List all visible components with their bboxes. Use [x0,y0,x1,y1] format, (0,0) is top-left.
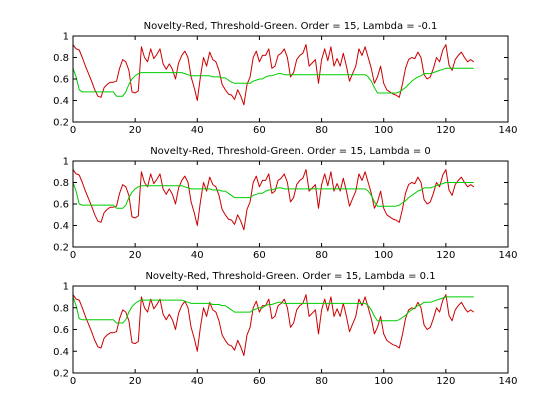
y-tick-label: 1 [63,32,69,43]
x-tick-label: 40 [191,125,204,136]
x-tick-label: 100 [374,376,393,387]
y-tick-label: 0.2 [53,118,69,129]
x-tick-label: 120 [436,376,455,387]
series-group [73,169,475,231]
x-tick-label: 80 [315,250,328,261]
x-tick-label: 60 [253,250,266,261]
series-group [73,44,475,106]
y-tick-label: 0.4 [53,221,69,232]
x-tick-label: 0 [70,250,76,261]
x-tick-label: 100 [374,250,393,261]
y-tick-label: 0.8 [53,53,69,64]
y-tick-label: 0.8 [53,303,69,314]
series-line-1 [73,169,475,231]
x-tick-label: 20 [129,125,142,136]
y-tick-label: 0.6 [53,325,69,336]
y-tick-label: 0.2 [53,243,69,254]
x-tick-label: 80 [315,376,328,387]
x-tick-label: 100 [374,125,393,136]
subplot-1: Novelty-Red, Threshold-Green. Order = 15… [53,21,517,136]
series-line-2 [73,182,474,209]
y-tick-label: 0.6 [53,200,69,211]
x-tick-label: 40 [191,376,204,387]
x-tick-label: 0 [70,125,76,136]
y-tick-label: 0.4 [53,96,69,107]
chart-title: Novelty-Red, Threshold-Green. Order = 15… [150,146,431,157]
subplot-2: Novelty-Red, Threshold-Green. Order = 15… [53,146,517,261]
chart-title: Novelty-Red, Threshold-Green. Order = 15… [145,271,435,282]
x-tick-label: 60 [253,125,266,136]
x-tick-label: 40 [191,250,204,261]
chart-title: Novelty-Red, Threshold-Green. Order = 15… [144,21,438,32]
y-tick-label: 0.4 [53,347,69,358]
x-tick-label: 140 [498,125,517,136]
y-tick-label: 1 [63,157,69,168]
x-tick-label: 60 [253,376,266,387]
subplot-3: Novelty-Red, Threshold-Green. Order = 15… [53,271,517,387]
y-tick-label: 0.6 [53,75,69,86]
panels: Novelty-Red, Threshold-Green. Order = 15… [53,21,517,387]
x-tick-label: 140 [498,250,517,261]
y-tick-label: 0.8 [53,178,69,189]
x-tick-label: 0 [70,376,76,387]
series-line-2 [73,296,474,324]
y-tick-label: 0.2 [53,369,69,380]
series-line-2 [73,67,474,97]
y-tick-label: 1 [63,282,69,293]
x-tick-label: 20 [129,376,142,387]
x-tick-label: 120 [436,250,455,261]
x-tick-label: 20 [129,250,142,261]
x-tick-label: 80 [315,125,328,136]
series-group [73,294,475,357]
x-tick-label: 140 [498,376,517,387]
x-tick-label: 120 [436,125,455,136]
series-line-1 [73,44,475,106]
